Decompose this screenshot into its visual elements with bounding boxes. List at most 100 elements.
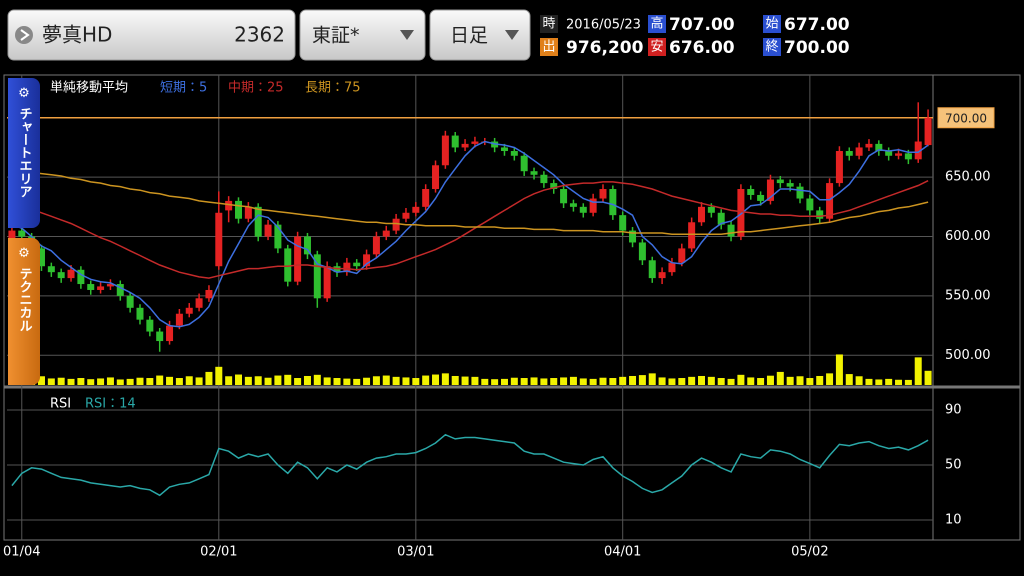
candle-body [156, 331, 164, 342]
candle-body [106, 284, 114, 287]
candle-body [67, 269, 75, 279]
volume-bar [264, 377, 272, 385]
volume-bar [520, 378, 528, 385]
legend-title: 単純移動平均 [50, 80, 128, 96]
volume-bar [717, 378, 725, 385]
stock-button[interactable] [7, 9, 296, 61]
gear-icon: ⚙ [16, 246, 32, 261]
candle-body [294, 236, 302, 282]
candle-body [136, 307, 144, 320]
quote-label: 始 [765, 17, 778, 32]
volume-bar [353, 378, 361, 385]
volume-bar [698, 375, 705, 385]
stock-icon-arrow [20, 29, 30, 41]
volume-bar [599, 377, 607, 385]
volume-bar [235, 374, 242, 385]
volume-bar [560, 377, 568, 385]
gear-icon: ⚙ [16, 86, 32, 101]
period-button[interactable] [429, 9, 531, 61]
volume-bar [313, 374, 321, 385]
volume-bar [481, 378, 489, 385]
volume-bar [816, 375, 824, 385]
candle-body [353, 262, 361, 267]
candle-body [658, 272, 666, 279]
volume-bar [323, 377, 331, 385]
candle-body [422, 189, 430, 207]
candle-body [363, 254, 371, 267]
volume-bar [668, 378, 676, 385]
candle-body [372, 236, 380, 255]
candle-body [303, 236, 311, 255]
quote-low: 676.00 [669, 38, 735, 58]
candle-body [461, 143, 469, 148]
volume-bar [57, 377, 65, 385]
quote-close: 700.00 [784, 38, 850, 58]
label-box [648, 38, 666, 56]
label-box [540, 38, 558, 56]
volume-bar [441, 373, 449, 385]
ma-line [11, 140, 929, 328]
rsi-line [11, 433, 929, 497]
candle-body [688, 222, 696, 249]
candle-body [530, 171, 538, 175]
candle-body [87, 284, 95, 290]
volume-bar [244, 376, 252, 385]
candle-body [875, 143, 883, 152]
volume-bar [225, 376, 233, 385]
quote-high: 707.00 [669, 15, 735, 35]
volume-bar [451, 375, 459, 385]
volume-bar [835, 354, 843, 385]
volume-bar [579, 378, 587, 385]
candle-body [97, 286, 105, 290]
candle-body [175, 313, 183, 326]
candle-body [727, 224, 735, 237]
candle-body [126, 295, 134, 308]
volume-bar [156, 375, 164, 385]
volume-bar [471, 376, 479, 385]
volume-bar [491, 379, 499, 385]
candle-body [885, 151, 893, 156]
volume-bar [185, 376, 193, 385]
candle-body [284, 248, 292, 282]
candle-body [678, 248, 686, 263]
volume-bar [47, 378, 55, 385]
candle-body [914, 141, 922, 160]
ma-line [11, 180, 929, 279]
candle-body [599, 189, 607, 199]
volume-bar [895, 379, 903, 385]
chart-area-tab[interactable]: ⚙ チャートエリア [8, 78, 40, 228]
technical-tab[interactable]: ⚙ テクニカル [8, 238, 40, 385]
volume-bar [382, 375, 390, 385]
volume-bar [195, 377, 203, 385]
candle-body [37, 248, 45, 267]
legend-title: RSI [50, 397, 71, 412]
legend-entry: 中期：25 [228, 81, 284, 96]
candle-body [638, 242, 646, 261]
candle-body [274, 224, 282, 249]
quote-label: 時 [542, 17, 555, 32]
candle-body [166, 325, 174, 342]
volume-bar [885, 378, 893, 385]
candle-body [500, 147, 508, 152]
volume-bar [412, 378, 420, 385]
candle-body [550, 183, 558, 190]
x-tick-label: 04/01 [604, 545, 641, 560]
label-box [763, 38, 781, 56]
volume-bar [37, 376, 45, 385]
candle-body [471, 141, 479, 144]
candle-body [698, 206, 705, 223]
candle-body [77, 269, 85, 285]
tab-label: チャートエリア [16, 107, 32, 198]
candle-body [904, 153, 912, 160]
market-button[interactable] [299, 9, 426, 61]
volume-bar [786, 376, 794, 385]
candle-body [402, 212, 410, 219]
stock-name: 夢真HD [42, 23, 112, 47]
candle-body [609, 189, 617, 216]
volume-bar [875, 379, 883, 385]
volume-bar [392, 376, 400, 385]
volume-bar [166, 376, 174, 385]
candle-body [648, 260, 656, 279]
quote-date: 2016/05/23 [566, 18, 641, 33]
label-box [763, 15, 781, 33]
